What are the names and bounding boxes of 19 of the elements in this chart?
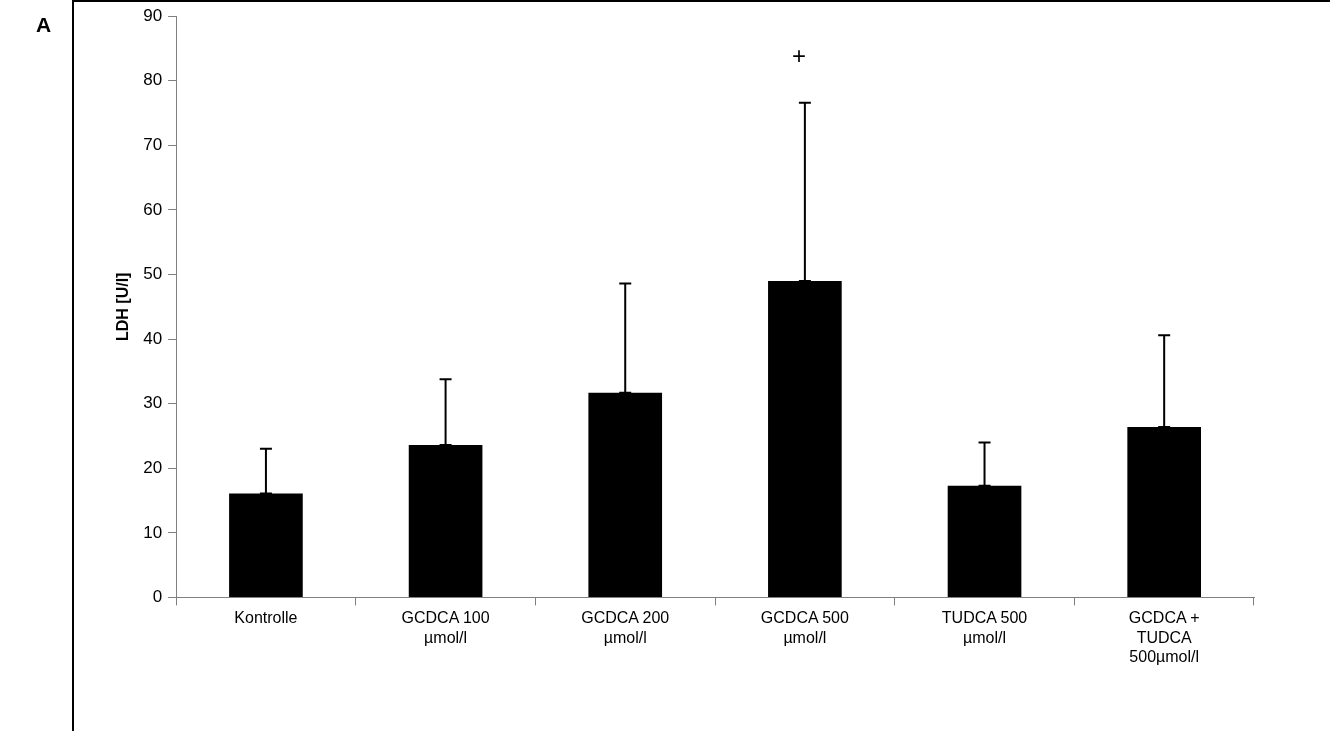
y-tick-label: 50 — [143, 264, 163, 284]
x-tick-label: GCDCA 100 µmol/l — [401, 609, 490, 646]
y-tick-label: 20 — [143, 457, 163, 477]
x-tick-label: GCDCA 200 µmol/l — [581, 609, 670, 646]
y-tick-label: 90 — [143, 5, 163, 25]
y-tick-label: 0 — [152, 587, 163, 607]
x-tick-label: TUDCA 500 µmol/l — [941, 609, 1028, 646]
y-tick-label: 70 — [143, 135, 163, 155]
annotation: + — [792, 42, 807, 69]
x-tick-label: GCDCA 500 µmol/l — [760, 609, 849, 646]
y-tick-label: 80 — [143, 70, 163, 90]
y-tick-label: 40 — [143, 328, 163, 348]
x-tick-label: GCDCA + TUDCA 500µmol/l — [1128, 609, 1200, 665]
text: A — [36, 13, 52, 36]
y-tick-label: 10 — [143, 522, 163, 542]
y-tick-label: 30 — [143, 393, 163, 413]
x-tick-label: Kontrolle — [234, 609, 298, 627]
y-axis-title: LDH [U/l] — [114, 272, 132, 342]
y-tick-label: 60 — [143, 199, 163, 219]
